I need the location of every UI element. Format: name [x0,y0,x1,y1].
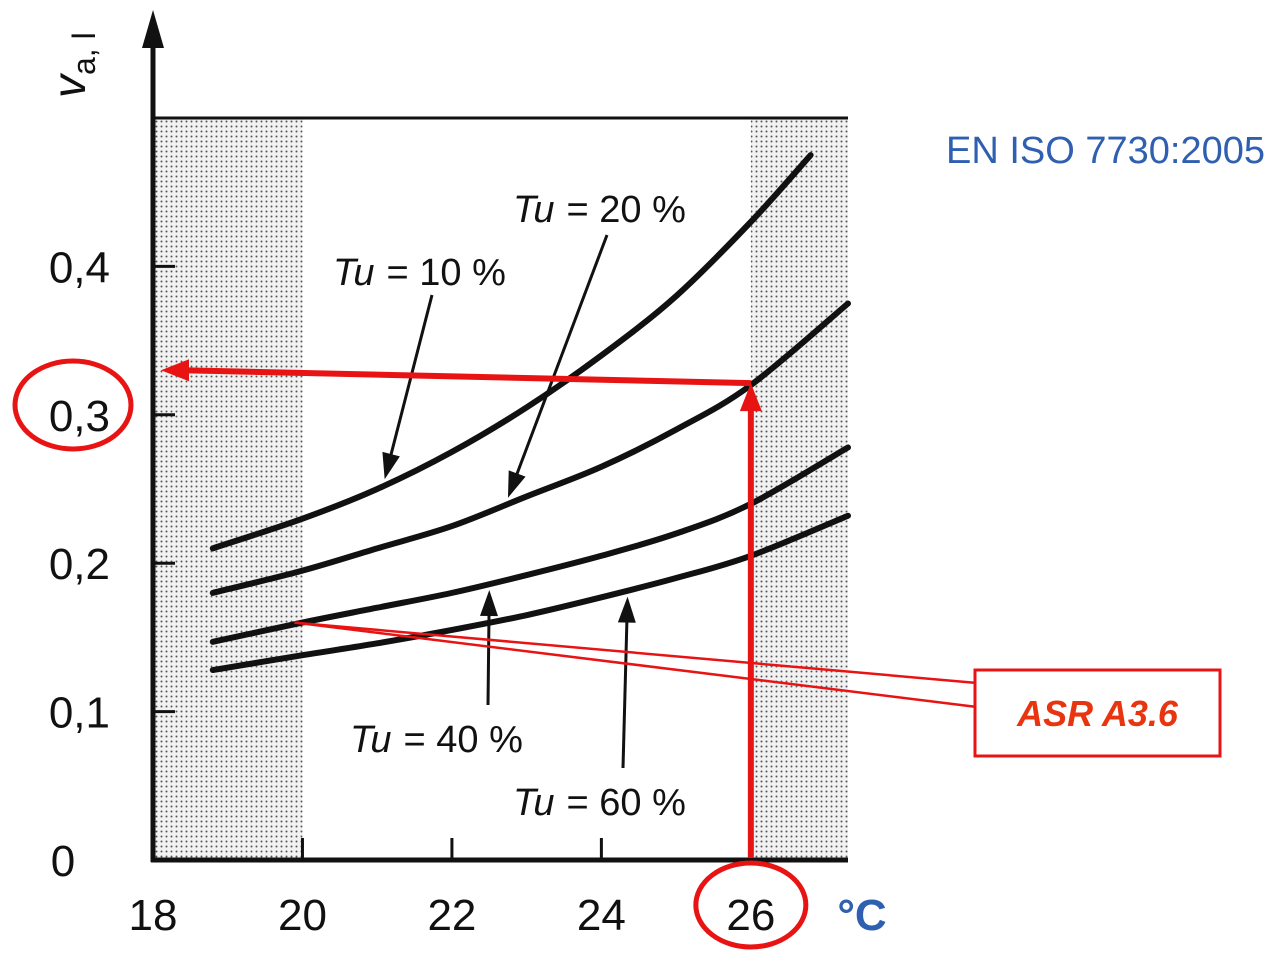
reading-path-left-arrow-icon [161,359,189,382]
reading-path-up-arrow-icon [739,383,762,412]
highlight-x-tick-circle [693,860,809,950]
series-label-prefix: Tu [513,782,555,824]
series-line-0 [209,152,814,552]
y-tick-label: 0,4 [49,243,110,292]
series-label-3: Tu = 60 % [513,782,686,824]
y-axis-label: va, l [43,32,102,98]
series-label-prefix: Tu [333,252,375,294]
series-label-text: Tu = 40 % [350,719,523,761]
y-tick-label: 0,1 [49,689,110,738]
series-pointer-3-line [621,610,629,769]
asr-pointer-line-top [294,621,978,685]
series-label-2: Tu = 40 % [350,719,523,761]
asr-box [973,668,1222,758]
standard-reference: EN ISO 7730:2005 [946,130,1265,172]
x-tick-label: 20 [278,891,327,940]
series-line-3 [209,512,851,674]
series-label-value: = 10 % [387,252,506,294]
x-axis-unit-label: °C [837,891,886,940]
series-pointer-0-line [386,294,434,467]
shaded-region-0 [153,118,303,860]
x-tick-label: 18 [129,891,178,940]
series-line-2 [209,444,851,645]
series-label-text: Tu = 10 % [333,252,506,294]
series-pointer-0-head [382,451,400,480]
series-label-value: = 60 % [567,782,686,824]
asr-box-label: ASR A3.6 [1016,693,1179,734]
series-pointer-2-line [486,603,491,706]
series-label-prefix: Tu [513,189,555,231]
y-axis-label-main: v [43,72,95,98]
series-pointer-3-head [617,596,636,623]
series-label-value: = 20 % [567,189,686,231]
series-label-0: Tu = 10 % [333,252,506,294]
x-tick-label: 26 [726,891,775,940]
y-axis-label-subscript: a, l [66,32,102,75]
series-label-value: = 40 % [404,719,523,761]
series-label-text: Tu = 20 % [513,189,686,231]
y-tick-label: 0 [51,837,75,886]
highlight-y-tick-circle [12,358,134,452]
x-tick-label: 22 [427,891,476,940]
series-pointer-2-head [479,589,498,617]
reading-path-horizontal [182,367,751,387]
y-axis-arrow-icon [142,10,164,48]
series-label-1: Tu = 20 % [513,189,686,231]
series-pointer-1-line [511,234,609,486]
series-line-1 [209,300,851,596]
y-tick-label: 0,3 [49,392,110,441]
asr-pointer-line-bottom [294,621,978,709]
y-tick-label: 0,2 [49,540,110,589]
series-label-text: Tu = 60 % [513,782,686,824]
x-tick-label: 24 [577,891,626,940]
series-label-prefix: Tu [350,719,392,761]
shaded-region-1 [750,118,848,860]
series-pointer-1-head [507,470,526,498]
